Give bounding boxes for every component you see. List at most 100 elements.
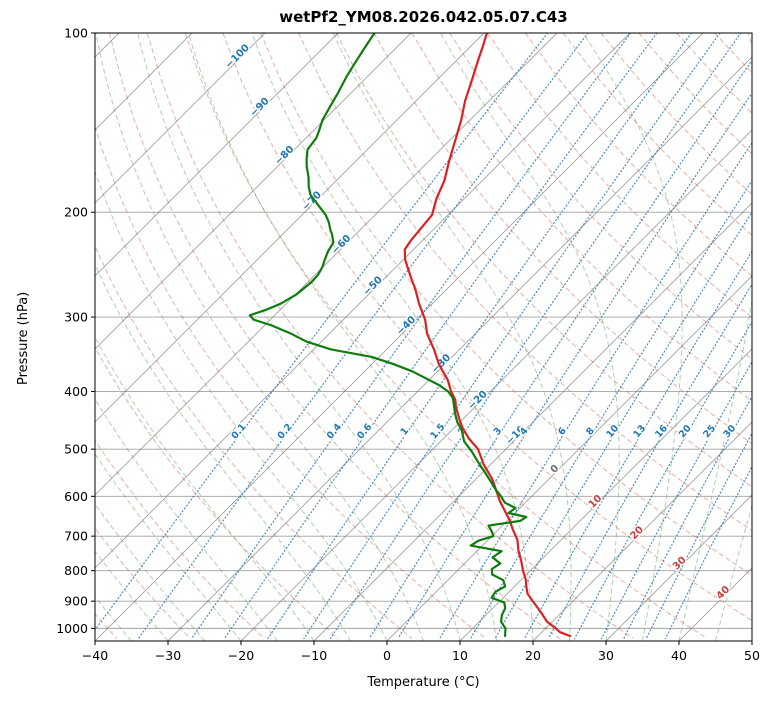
mixing-ratio-line xyxy=(523,250,752,640)
dry-adiabat-line xyxy=(95,125,487,639)
moist-adiabat-line xyxy=(332,33,572,641)
mixing-ratio-label: 6 xyxy=(556,425,569,437)
mixing-ratio-label: 20 xyxy=(677,423,694,440)
isotherm-label: 10 xyxy=(587,493,605,511)
dry-adiabat-line xyxy=(751,33,752,34)
isotherm-line xyxy=(240,129,752,641)
y-axis-label: Pressure (hPa) xyxy=(16,291,31,385)
dry-adiabat-line xyxy=(638,33,752,155)
y-tick-label: 800 xyxy=(64,563,88,578)
mixing-ratio-line xyxy=(469,179,752,640)
mixing-ratio-line xyxy=(329,33,742,640)
y-tick-label: 700 xyxy=(64,529,88,544)
isotherm-label: −100 xyxy=(223,42,251,70)
moist-adiabat-line xyxy=(95,263,351,641)
mixing-ratio-line xyxy=(664,465,752,640)
mixing-ratio-label: 0.2 xyxy=(276,422,295,442)
mixing-ratio-label: 1 xyxy=(398,426,411,438)
isotherm-line xyxy=(678,567,752,641)
y-tick-label: 400 xyxy=(64,384,88,399)
isotherm-label: −40 xyxy=(395,314,419,338)
x-axis-label: Temperature (°C) xyxy=(367,675,480,690)
isotherm-line xyxy=(95,33,412,350)
dry-adiabat-line xyxy=(260,33,752,576)
moist-adiabat-line xyxy=(678,33,752,641)
isotherm-label: 40 xyxy=(715,584,733,602)
mixing-ratio-label: 1.5 xyxy=(428,422,447,442)
mixing-ratio-line xyxy=(494,210,752,640)
moist-adiabat-line xyxy=(95,33,424,641)
mixing-ratio-line xyxy=(547,283,752,640)
isotherm-line xyxy=(95,33,704,641)
mixing-ratio-line xyxy=(95,33,549,631)
dry-adiabat-line xyxy=(676,33,752,115)
moist-adiabat-line xyxy=(440,33,620,641)
isotherm-line xyxy=(313,202,752,641)
dry-adiabat-line xyxy=(95,439,265,639)
mixing-ratio-line xyxy=(137,33,589,640)
mixing-ratio-line xyxy=(191,33,632,640)
isotherm-label: −30 xyxy=(430,352,454,376)
x-tick-label: −10 xyxy=(301,648,327,663)
mixing-ratio-line xyxy=(397,92,752,640)
y-tick-label: 900 xyxy=(64,594,88,609)
isotherm-line xyxy=(459,348,752,641)
moist-adiabat-line xyxy=(95,398,278,641)
mixing-ratio-line xyxy=(439,141,752,640)
dry-adiabat-line xyxy=(524,33,752,277)
dry-adiabat-line xyxy=(600,33,752,195)
mixing-ratio-label: 13 xyxy=(631,423,648,440)
dry-adiabat-line xyxy=(714,33,752,74)
isotherm-line xyxy=(95,33,266,204)
isotherm-line xyxy=(95,33,485,423)
mixing-ratio-line xyxy=(368,59,752,640)
mixing-ratio-line xyxy=(223,33,658,640)
isotherm-line xyxy=(95,33,339,277)
isotherm-label: −80 xyxy=(273,144,297,168)
x-tick-label: 0 xyxy=(383,648,391,663)
x-tick-label: −40 xyxy=(82,648,108,663)
x-tick-label: 20 xyxy=(525,648,541,663)
isotherm-line xyxy=(95,33,558,496)
mixing-ratio-line xyxy=(623,395,752,640)
isotherm-label: 20 xyxy=(628,524,646,542)
isotherm-line xyxy=(167,56,752,641)
mixing-ratio-line xyxy=(574,320,752,640)
isotherm-line xyxy=(386,275,752,641)
moist-adiabat-line xyxy=(95,336,315,641)
y-tick-label: 200 xyxy=(64,205,88,220)
dry-adiabat-line xyxy=(487,33,752,319)
isotherm-line xyxy=(532,421,752,641)
mixing-ratio-label: 3 xyxy=(492,426,505,438)
y-tick-label: 300 xyxy=(64,310,88,325)
isotherm-line xyxy=(95,33,631,569)
plot-border xyxy=(94,32,753,642)
mixing-ratio-label: 0.1 xyxy=(229,422,248,442)
mixing-ratio-label: 0.4 xyxy=(325,421,344,441)
isotherm-label: −90 xyxy=(248,96,272,120)
mixing-ratio-line xyxy=(600,360,752,640)
y-tick-label: 100 xyxy=(64,26,88,41)
x-tick-label: −30 xyxy=(155,648,181,663)
dry-adiabat-line xyxy=(108,33,560,639)
y-tick-label: 500 xyxy=(64,442,88,457)
moist-adiabat-line xyxy=(95,170,388,641)
dry-adiabat-line xyxy=(298,33,752,532)
mixing-ratio-line xyxy=(267,33,693,640)
moist-adiabat-line xyxy=(137,33,461,641)
chart-title: wetPf2_YM08.2026.042.05.07.C43 xyxy=(279,8,568,26)
dewpoint-curve xyxy=(248,33,528,638)
dry-adiabat-line xyxy=(373,33,752,445)
y-tick-label: 1000 xyxy=(56,621,88,636)
isotherm-label: 0 xyxy=(549,463,562,476)
isotherm-label: −50 xyxy=(361,275,385,299)
moist-adiabat-line xyxy=(188,33,497,641)
dry-adiabat-line xyxy=(95,244,413,639)
dry-adiabat-line xyxy=(184,33,708,639)
y-tick-label: 600 xyxy=(64,489,88,504)
moist-adiabat-line xyxy=(95,640,96,641)
x-tick-label: 10 xyxy=(452,648,468,663)
x-tick-label: 50 xyxy=(744,648,760,663)
